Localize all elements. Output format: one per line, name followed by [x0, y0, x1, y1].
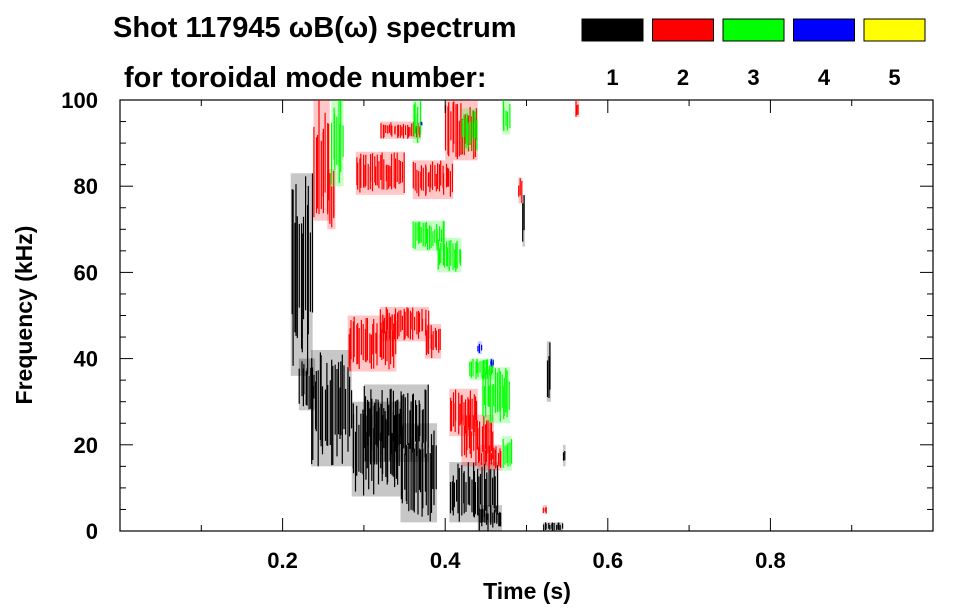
mode-3-region-8 — [502, 100, 511, 135]
series-mode-4 — [420, 121, 494, 368]
x-axis-label: Time (s) — [483, 578, 571, 604]
mode-1-region-8 — [542, 522, 564, 531]
legend-swatch-mode-3 — [722, 18, 785, 42]
mode-4-region-0 — [477, 341, 483, 355]
mode-2-region-4 — [424, 324, 442, 359]
mode-2-region-13 — [575, 100, 580, 118]
plot-frame — [119, 99, 934, 532]
mode-1-region-10 — [522, 194, 525, 247]
mode-4-region-2 — [420, 121, 423, 126]
y-tick-label: 0 — [86, 519, 98, 544]
series-mode-2 — [313, 100, 580, 514]
mode-2-region-7 — [380, 121, 421, 139]
mode-3-region-1 — [412, 220, 446, 251]
mode-1-region-6 — [449, 462, 499, 523]
mode-3-region-7 — [502, 436, 513, 471]
y-tick-label: 80 — [74, 174, 98, 199]
mode-2-region-3-fill — [347, 315, 397, 372]
axis-ticks: 0.2 0.4 0.6 0.8 0 20 40 60 80 100 — [61, 88, 934, 573]
legend-swatch-mode-4 — [793, 18, 855, 42]
legend-label-mode-2: 2 — [677, 65, 689, 90]
mode-3-region-2 — [437, 237, 462, 273]
mode-1-region-2 — [311, 349, 353, 467]
chart-title-line2: for toroidal mode number: — [124, 62, 487, 94]
mode-2-region-14 — [542, 505, 547, 514]
mode-3-region-6 — [469, 358, 494, 381]
mode-2-region-9 — [449, 388, 478, 437]
mode-1-region-7 — [477, 505, 503, 531]
x-tick-label: 0.8 — [755, 548, 786, 573]
mode-3-region-4 — [461, 108, 478, 152]
legend: 1 2 3 4 5 — [581, 18, 926, 90]
mode-2-region-12 — [518, 177, 523, 204]
mode-3-region-0 — [330, 100, 344, 187]
mode-1-region-11 — [562, 444, 566, 467]
mode-3-region-0-fill — [331, 100, 344, 187]
legend-label-mode-1: 1 — [606, 65, 618, 90]
series-mode-1 — [290, 173, 566, 531]
mode-3-region-5 — [481, 367, 511, 424]
mode-2-region-2 — [379, 306, 430, 342]
mode-3-region-3 — [412, 100, 422, 144]
mode-2-region-6 — [412, 160, 454, 200]
legend-label-mode-5: 5 — [888, 65, 900, 90]
x-tick-label: 0.6 — [593, 548, 624, 573]
mode-1-region-0 — [290, 173, 314, 376]
x-tick-label: 0.2 — [267, 548, 298, 573]
mode-4-region-1 — [489, 358, 494, 368]
x-tick-label: 0.4 — [430, 548, 461, 573]
mode-1-region-9 — [546, 341, 551, 402]
legend-label-mode-3: 3 — [747, 65, 759, 90]
legend-swatch-mode-1 — [581, 18, 644, 42]
mode-1-region-5 — [400, 423, 438, 523]
y-tick-label: 20 — [74, 433, 98, 458]
mode-2-region-11 — [477, 444, 503, 471]
legend-swatch-mode-5 — [863, 18, 926, 42]
mode-2-region-5 — [355, 151, 405, 195]
mode-2-region-3 — [347, 315, 397, 372]
plot-area — [290, 100, 580, 531]
y-tick-label: 60 — [74, 260, 98, 285]
y-tick-label: 40 — [74, 347, 98, 372]
series-mode-3 — [330, 100, 513, 471]
y-tick-label: 100 — [61, 88, 98, 113]
legend-label-mode-4: 4 — [818, 65, 831, 90]
mode-2-region-1 — [327, 168, 336, 230]
y-axis-label: Frequency (kHz) — [11, 226, 37, 405]
chart-title-line1: Shot 117945 ωB(ω) spectrum — [113, 12, 517, 44]
legend-swatch-mode-2 — [652, 18, 714, 42]
mode-2-region-0 — [313, 100, 330, 221]
